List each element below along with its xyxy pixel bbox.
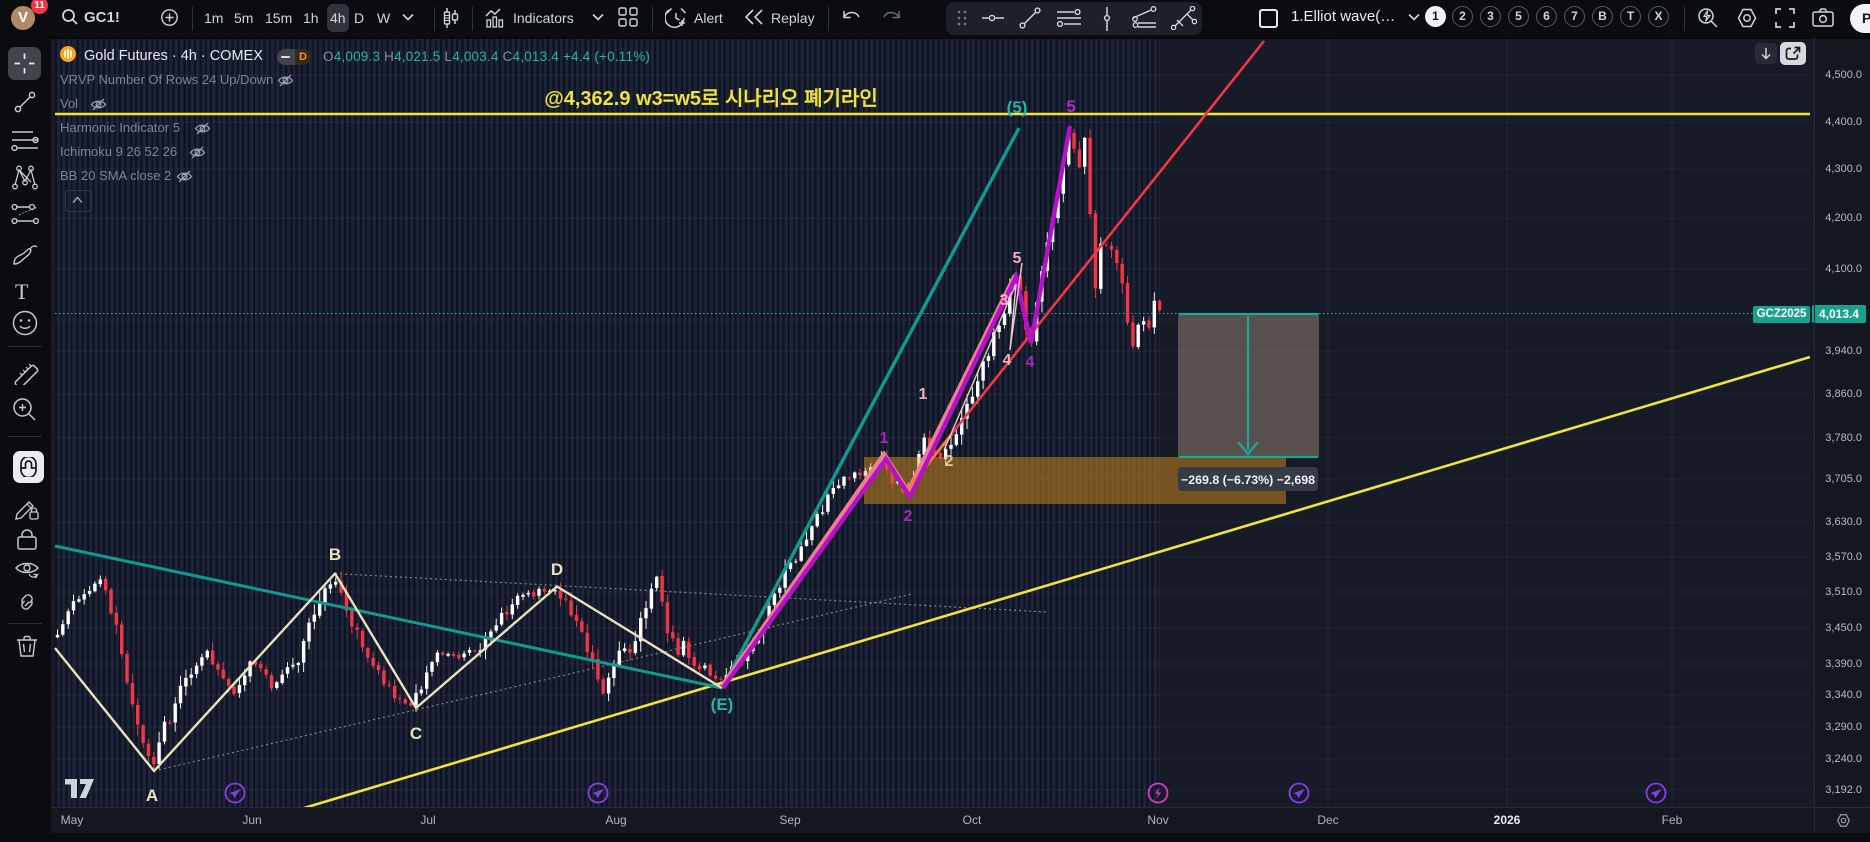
svg-text:2: 2	[945, 453, 954, 470]
svg-text:5: 5	[1066, 97, 1075, 116]
svg-text:1: 1	[919, 386, 928, 403]
svg-text:5: 5	[1013, 250, 1022, 267]
svg-text:D: D	[551, 560, 563, 579]
svg-text:4: 4	[1003, 352, 1012, 369]
svg-text:1: 1	[880, 430, 889, 447]
svg-text:@4,362.9 w3=w5로 시나리오 폐기라인: @4,362.9 w3=w5로 시나리오 폐기라인	[544, 87, 878, 110]
svg-text:2: 2	[904, 508, 913, 525]
svg-text:A: A	[146, 786, 158, 805]
svg-text:C: C	[410, 724, 422, 743]
svg-text:3: 3	[1000, 292, 1009, 309]
svg-text:(E): (E)	[711, 695, 734, 714]
svg-text:4: 4	[1026, 354, 1035, 371]
svg-text:(5): (5)	[1007, 98, 1028, 117]
svg-text:−269.8 (−6.73%) −2,698: −269.8 (−6.73%) −2,698	[1181, 473, 1315, 487]
svg-text:B: B	[329, 545, 341, 564]
